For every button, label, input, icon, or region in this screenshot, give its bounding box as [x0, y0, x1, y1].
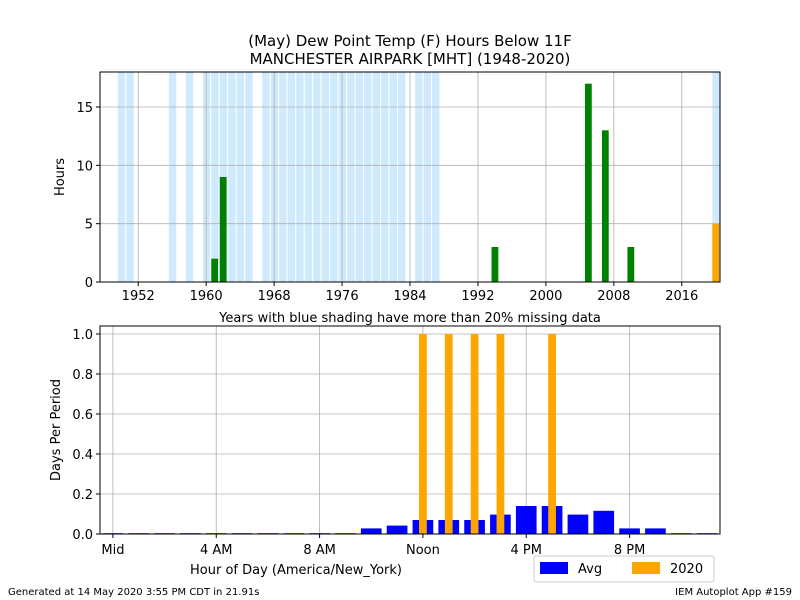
missing-year-band — [423, 72, 431, 282]
history-year-bar — [584, 83, 592, 283]
current-hour-bar — [496, 334, 505, 534]
missing-year-band — [712, 72, 720, 282]
top-y-tick-label: 10 — [76, 159, 93, 174]
bottom-gridlines — [100, 326, 720, 535]
bottom-bars — [102, 334, 718, 534]
current-year-bar — [712, 223, 720, 282]
missing-year-band — [313, 72, 321, 282]
missing-year-band — [287, 72, 296, 282]
missing-year-band — [398, 72, 406, 282]
top-x-tick-label: 1984 — [393, 289, 426, 304]
bottom-x-tick-label: 8 PM — [614, 543, 645, 558]
history-year-bar — [219, 177, 227, 282]
legend-label-2020: 2020 — [670, 562, 703, 577]
bottom-y-tick-label: 0.2 — [72, 488, 93, 503]
missing-year-band — [364, 72, 372, 282]
missing-year-band — [321, 72, 330, 282]
current-hour-bar — [444, 334, 453, 534]
bottom-x-tick-label: Mid — [101, 543, 124, 558]
top-y-tick-label: 0 — [85, 276, 93, 291]
history-year-bar — [211, 258, 219, 282]
bottom-x-tick-label: 4 AM — [200, 543, 233, 558]
missing-year-band — [211, 72, 219, 282]
missing-year-band — [168, 72, 177, 282]
missing-year-band — [330, 72, 338, 282]
top-x-tick-label: 2016 — [665, 289, 698, 304]
bottom-y-tick-label: 0.8 — [72, 368, 93, 383]
top-x-tick-label: 1992 — [461, 289, 494, 304]
missing-year-band — [389, 72, 398, 282]
missing-year-band — [432, 72, 440, 282]
avg-hour-bar — [619, 528, 640, 534]
top-axis-ticks: 1952 1960 1968 1976 1984 1992 2000 2008 2016 0 5 10… — [76, 101, 698, 304]
bottom-plot-frame — [99, 325, 721, 535]
avg-hour-bar — [567, 514, 589, 534]
avg-hour-bar — [386, 525, 408, 534]
chart-title-line2: MANCHESTER AIRPARK [MHT] (1948-2020) — [250, 50, 571, 68]
footer-app-text: IEM Autoplot App #159 — [675, 587, 792, 598]
legend: Avg 2020 — [533, 555, 715, 583]
bottom-y-axis-label: Days Per Period — [49, 379, 64, 481]
top-x-tick-label: 2000 — [529, 289, 562, 304]
missing-year-band — [185, 72, 194, 282]
legend-swatch-2020 — [632, 562, 660, 574]
bottom-y-tick-label: 1.0 — [72, 328, 93, 343]
missing-year-band — [228, 72, 236, 282]
missing-year-band — [347, 72, 355, 282]
top-y-tick-label: 5 — [85, 218, 93, 233]
top-x-tick-label: 1976 — [326, 289, 359, 304]
bottom-x-tick-label: 8 AM — [303, 543, 336, 558]
missing-year-band — [296, 72, 304, 282]
missing-year-band — [304, 72, 313, 282]
missing-year-band — [262, 72, 270, 282]
bottom-x-tick-label: 4 PM — [511, 543, 542, 558]
top-y-axis-label: Hours — [53, 158, 68, 196]
missing-year-band — [381, 72, 389, 282]
history-year-bar — [491, 247, 499, 282]
avg-hour-bar — [645, 528, 666, 534]
avg-hour-bar — [360, 528, 382, 534]
legend-frame — [533, 555, 715, 583]
missing-year-band — [355, 72, 364, 282]
history-year-bar — [627, 247, 635, 282]
top-x-tick-label: 1952 — [122, 289, 155, 304]
bottom-y-tick-label: 0.4 — [72, 448, 93, 463]
legend-label-avg: Avg — [578, 562, 602, 577]
footer-generated-text: Generated at 14 May 2020 3:55 PM CDT in … — [8, 587, 259, 598]
bottom-x-axis-label: Hour of Day (America/New_York) — [190, 563, 402, 578]
legend-swatch-avg — [540, 562, 568, 574]
bottom-y-tick-label: 0.0 — [72, 528, 93, 543]
top-x-tick-label: 2008 — [597, 289, 630, 304]
current-hour-bar — [548, 334, 556, 534]
top-y-tick-label: 15 — [76, 101, 93, 116]
missing-year-band — [126, 72, 134, 282]
missing-data-note: Years with blue shading have more than 2… — [218, 311, 601, 326]
top-x-tick-label: 1960 — [190, 289, 223, 304]
missing-year-band — [245, 72, 253, 282]
avg-hour-bar — [515, 506, 537, 534]
bottom-y-tick-label: 0.6 — [72, 408, 93, 423]
top-x-tick-label: 1968 — [258, 289, 291, 304]
bottom-axis-ticks: Mid 4 AM 8 AM Noon 4 PM 8 PM 0.0 0.2 0.4 0.6 0.8 1.… — [72, 328, 645, 558]
missing-year-band — [236, 72, 245, 282]
missing-year-band — [372, 72, 381, 282]
missing-year-band — [279, 72, 287, 282]
bottom-x-tick-label: Noon — [406, 543, 440, 558]
missing-year-band — [415, 72, 423, 282]
chart-title-line1: (May) Dew Point Temp (F) Hours Below 11F — [248, 32, 571, 50]
avg-hour-bar — [593, 510, 615, 534]
history-year-bar — [601, 130, 609, 282]
current-hour-bar — [419, 334, 427, 534]
current-hour-bar — [470, 334, 479, 534]
missing-year-band — [117, 72, 126, 282]
top-bars — [211, 83, 720, 283]
